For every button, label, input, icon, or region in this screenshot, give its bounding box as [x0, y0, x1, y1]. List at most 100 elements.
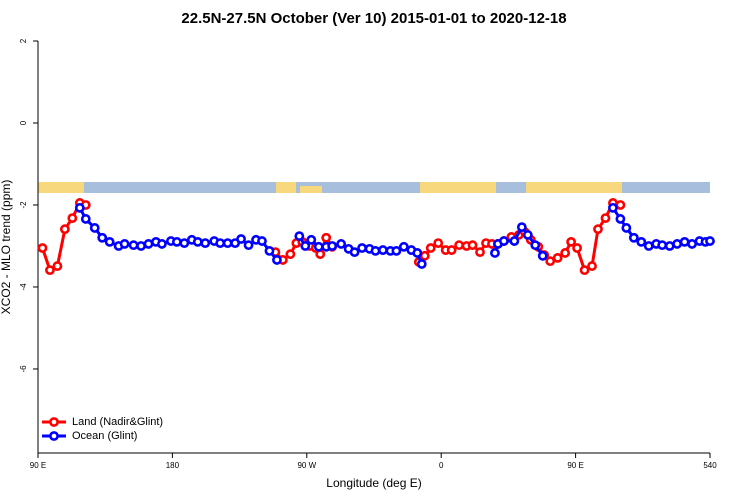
- data-point: [499, 236, 509, 246]
- series-line: [78, 207, 279, 261]
- series-line: [41, 201, 87, 273]
- data-point: [321, 232, 332, 243]
- land-band: [300, 186, 322, 193]
- data-point: [74, 202, 85, 213]
- data-point: [327, 241, 338, 251]
- data-point: [236, 234, 246, 244]
- data-point: [687, 239, 697, 249]
- data-point: [157, 239, 167, 249]
- data-point: [306, 234, 317, 245]
- data-point: [136, 241, 146, 251]
- data-point: [587, 261, 597, 271]
- x-tick-label: 0: [439, 461, 444, 470]
- data-point: [272, 255, 282, 265]
- data-point: [200, 238, 211, 249]
- data-point: [171, 236, 182, 247]
- data-point: [243, 240, 254, 251]
- data-point: [545, 256, 556, 267]
- land-band: [276, 182, 296, 193]
- data-point: [454, 240, 465, 251]
- data-point: [378, 245, 388, 255]
- data-point: [672, 239, 683, 249]
- data-point: [357, 243, 367, 253]
- data-point: [416, 259, 427, 269]
- data-point: [285, 249, 296, 260]
- y-tick-label: -2: [19, 201, 28, 209]
- data-point: [313, 241, 324, 252]
- data-point: [179, 238, 190, 249]
- data-point: [566, 236, 577, 247]
- data-point: [315, 249, 326, 260]
- data-point: [336, 239, 347, 249]
- data-point: [600, 213, 611, 223]
- y-axis-label: XCO2 - MLO trend (ppm): [0, 180, 13, 315]
- data-point: [89, 223, 100, 233]
- data-point: [143, 239, 154, 249]
- data-point: [593, 224, 603, 235]
- data-point: [560, 248, 571, 258]
- data-point: [215, 238, 226, 249]
- data-point: [300, 241, 311, 251]
- data-point: [370, 245, 381, 256]
- data-point: [572, 243, 582, 253]
- data-point: [128, 240, 139, 251]
- x-tick-label: 90 E: [567, 461, 583, 470]
- x-axis-label: Longitude (deg E): [326, 476, 421, 490]
- data-point: [537, 250, 548, 261]
- legend: Land (Nadir&Glint) Ocean (Glint): [42, 416, 163, 442]
- data-point: [446, 245, 457, 255]
- data-point: [257, 236, 267, 246]
- x-tick-label: 540: [703, 461, 717, 470]
- legend-label: Ocean (Glint): [72, 430, 137, 442]
- data-point: [349, 247, 360, 258]
- data-point: [52, 261, 63, 271]
- data-point: [516, 222, 527, 233]
- land-mask-band: [38, 182, 710, 193]
- data-point: [621, 223, 632, 233]
- data-point: [80, 214, 91, 224]
- data-point: [37, 243, 48, 253]
- data-point: [398, 241, 409, 252]
- data-point: [264, 245, 275, 256]
- data-point: [579, 265, 590, 276]
- y-tick-label: -6: [19, 365, 28, 373]
- data-point: [628, 232, 639, 243]
- data-point: [475, 247, 485, 258]
- data-point: [419, 250, 430, 261]
- data-point: [104, 236, 115, 247]
- data-point: [679, 236, 690, 247]
- data-point: [657, 240, 668, 251]
- data-point: [97, 232, 108, 243]
- data-point: [490, 248, 500, 258]
- data-point: [608, 202, 618, 213]
- data-point: [391, 245, 402, 256]
- data-point: [636, 236, 647, 247]
- x-tick-label: 90 E: [30, 461, 46, 470]
- data-point: [294, 231, 305, 242]
- chart-title: 22.5N-27.5N October (Ver 10) 2015-01-01 …: [181, 10, 566, 27]
- data-point: [530, 240, 541, 251]
- x-tick-label: 90 W: [297, 461, 316, 470]
- data-point: [615, 214, 626, 224]
- y-tick-label: 2: [19, 38, 28, 43]
- data-point: [45, 265, 55, 276]
- land-band: [526, 182, 622, 193]
- land-band: [38, 182, 84, 193]
- data-point: [615, 200, 626, 210]
- x-tick-label: 180: [166, 461, 180, 470]
- y-tick-label: 0: [19, 120, 28, 125]
- data-point: [509, 236, 520, 246]
- legend-label: Land (Nadir&Glint): [72, 416, 163, 428]
- data-point: [664, 241, 675, 251]
- data-point: [433, 238, 444, 249]
- data-point: [222, 238, 233, 249]
- data-point: [412, 248, 423, 258]
- data-point: [705, 236, 715, 246]
- legend-marker: [49, 431, 59, 441]
- data-point: [643, 241, 654, 251]
- data-point: [67, 213, 78, 223]
- data-point: [552, 252, 563, 263]
- land-band: [420, 182, 496, 193]
